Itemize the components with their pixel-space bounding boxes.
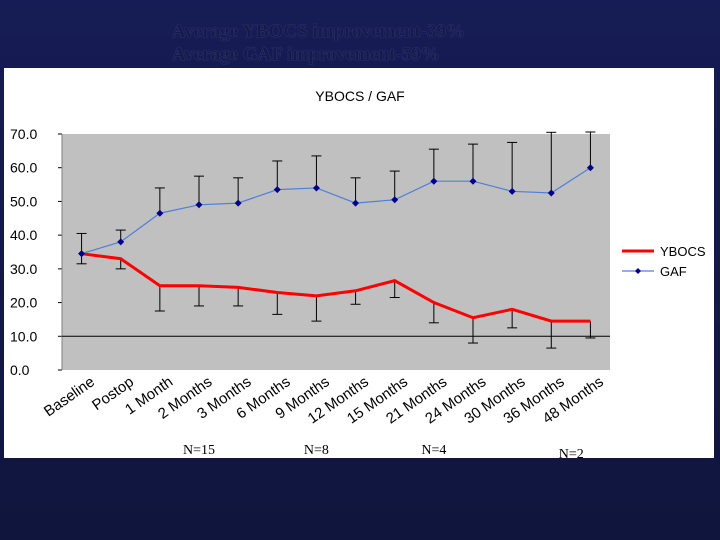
gaf-series-line [81,167,591,255]
gaf-data-point [117,238,125,246]
legend-marker-gaf [635,268,641,274]
y-tick-label: 40.0 [10,227,37,243]
gaf-data-point [586,164,594,172]
gaf-data-point [312,184,320,192]
sample-size-annotation: N=8 [304,443,329,458]
y-tick-label: 30.0 [10,261,37,277]
y-tick-label: 50.0 [10,193,37,209]
sample-size-annotation: N=2 [559,447,584,462]
y-tick-label: 20.0 [10,295,37,311]
heading-line-gaf: Average GAF improvement-59% [172,44,440,65]
gaf-data-point [547,189,555,197]
y-tick-label: 0.0 [10,362,30,378]
gaf-data-point [352,199,360,207]
gaf-data-point [430,177,438,185]
plot-area [62,134,610,370]
gaf-data-point [234,199,242,207]
legend-label-gaf: GAF [660,264,687,279]
gaf-data-point [391,196,399,204]
gaf-data-point [469,177,477,185]
ybocs-series-line [81,252,591,323]
y-tick-label: 60.0 [10,160,37,176]
legend-label-ybocs: YBOCS [660,244,706,259]
y-tick-label: 70.0 [10,126,37,142]
slide-heading: Average YBOCS improvement-39% Average GA… [172,20,465,66]
gaf-data-point [273,186,281,194]
chart-title: YBOCS / GAF [315,88,404,104]
sample-size-annotation: N=4 [421,443,446,458]
gaf-data-point [78,250,86,258]
gaf-data-point [195,201,203,209]
x-tick-label: Baseline [41,373,98,420]
y-tick-label: 10.0 [10,328,37,344]
gaf-data-point [156,209,164,217]
heading-line-ybocs: Average YBOCS improvement-39% [172,21,466,42]
sample-size-annotation: N=15 [183,443,215,458]
gaf-data-point [508,187,516,195]
